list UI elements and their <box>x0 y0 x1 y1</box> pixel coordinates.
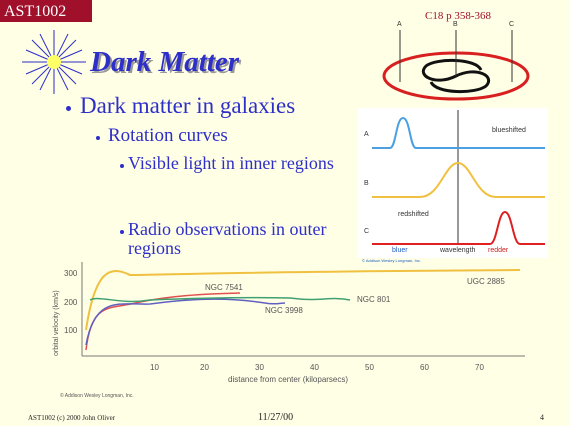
row-label: A <box>364 131 369 138</box>
x-tick: 60 <box>420 363 429 372</box>
bullet: Radio observations in outer regions <box>128 220 343 259</box>
y-label: orbital velocity (km/s) <box>53 290 60 356</box>
x-tick: 30 <box>255 363 264 372</box>
red-label: redshifted <box>398 211 429 218</box>
curve-label: NGC 3998 <box>265 306 303 315</box>
axis-label: redder <box>488 247 509 254</box>
axis-label: wavelength <box>439 247 476 254</box>
position-label: B <box>453 21 458 28</box>
course: AST1002 <box>4 3 66 20</box>
axis-label: bluer <box>392 247 408 254</box>
bullet-marker <box>120 164 124 168</box>
curve-label: NGC 801 <box>357 295 391 304</box>
x-tick: 70 <box>475 363 484 372</box>
bullet-marker <box>96 136 100 140</box>
star-center <box>47 55 61 69</box>
credit: © Addison Wesley Longman, Inc. <box>60 392 134 399</box>
curve-label: NGC 7541 <box>205 283 243 292</box>
row-label: C <box>364 228 369 235</box>
blue-label: blueshifted <box>492 127 526 134</box>
slide-graphics: AST1002 Dark Matter Dark Matter C18 p 35… <box>0 0 570 426</box>
footer-left: AST1002 (c) 2000 John Oliver <box>28 414 116 422</box>
footer-date: 11/27/00 <box>258 412 293 423</box>
row-label: B <box>364 180 369 187</box>
y-tick: 200 <box>64 298 78 307</box>
x-tick: 10 <box>150 363 159 372</box>
credit: © Addison Wesley Longman, Inc. <box>362 258 421 263</box>
bullet: Visible light in inner regions <box>128 154 338 173</box>
curve-label: UGC 2885 <box>467 277 505 286</box>
position-label: A <box>397 21 402 28</box>
x-label: distance from center (kiloparsecs) <box>228 375 348 384</box>
position-label: C <box>509 21 514 28</box>
slide: AST1002 Dark Matter Dark Matter C18 p 35… <box>0 0 570 426</box>
x-tick: 50 <box>365 363 374 372</box>
x-tick: 20 <box>200 363 209 372</box>
curve-ngc7541 <box>86 293 240 350</box>
reference: C18 p 358-368 <box>425 10 492 22</box>
y-tick: 100 <box>64 326 78 335</box>
x-tick: 40 <box>310 363 319 372</box>
bullet-marker <box>66 106 71 111</box>
bullet-marker <box>120 230 124 234</box>
bullet: Rotation curves <box>108 126 348 147</box>
page-number: 4 <box>540 413 544 422</box>
bullet: Dark matter in galaxies <box>80 94 360 119</box>
title: Dark Matter <box>89 46 240 78</box>
y-tick: 300 <box>64 269 78 278</box>
axes <box>82 262 525 356</box>
